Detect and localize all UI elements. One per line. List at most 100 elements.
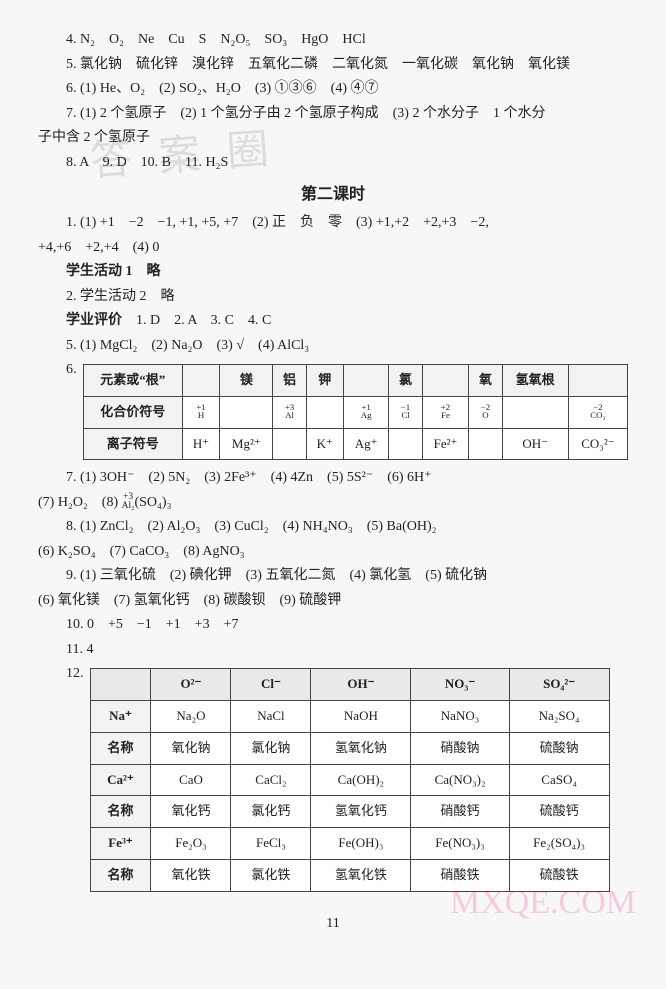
tbl6-h4: 钾	[306, 365, 343, 397]
cell: −1Cl	[389, 396, 422, 428]
s2-q1-a: 1. (1) +1 −2 −1, +1, +5, +7 (2) 正 负 零 (3…	[38, 211, 628, 236]
cell: 氧化钙	[151, 796, 231, 828]
tbl6-r1-label: 化合价符号	[83, 396, 182, 428]
q12-label: 12.	[38, 662, 84, 687]
cell: OH⁻	[502, 428, 568, 460]
cell: NaNO₃	[411, 701, 509, 733]
tbl6-h6: 氯	[389, 365, 422, 397]
q8-line-b: (6) K₂SO₄ (7) CaCO₃ (8) AgNO₃	[38, 540, 628, 565]
q8-line-a: 8. (1) ZnCl₂ (2) Al₂O₃ (3) CuCl₂ (4) NH₄…	[38, 515, 628, 540]
q9-line-b: (6) 氧化镁 (7) 氢氧化钙 (8) 碳酸钡 (9) 硫酸钾	[38, 589, 628, 614]
al-valence: +3Al₂	[122, 493, 135, 510]
cell: NaOH	[311, 701, 411, 733]
tbl12-h2: Cl⁻	[231, 669, 311, 701]
s2-activity1: 学生活动 1 略	[38, 260, 628, 285]
cell: 硫酸钙	[509, 796, 609, 828]
cell: −2O	[469, 396, 502, 428]
cell: Ca(OH)₂	[311, 764, 411, 796]
table-row: Ca²⁺ CaO CaCl₂ Ca(OH)₂ Ca(NO₃)₂ CaSO₄	[90, 764, 609, 796]
row-head: Ca²⁺	[90, 764, 151, 796]
cell: CaSO₄	[509, 764, 609, 796]
q11-line: 11. 4	[38, 638, 628, 663]
section-2-title: 第二课时	[38, 181, 628, 209]
s2-eval: 学业评价 1. D 2. A 3. C 4. C	[38, 309, 628, 334]
table-row: 离子符号 H⁺ Mg²⁺ K⁺ Ag⁺ Fe²⁺ OH⁻ CO₃²⁻	[83, 428, 628, 460]
cell: +2Fe	[422, 396, 469, 428]
cell: 氢氧化钙	[311, 796, 411, 828]
cell	[389, 428, 422, 460]
tbl6-r2-label: 离子符号	[83, 428, 182, 460]
table-q6: 元素或“根” 镁 铝 钾 氯 氧 氢氧根 化合价符号 +1H +3Al +1Ag…	[83, 364, 629, 460]
tbl12-h0	[90, 669, 151, 701]
cell: 氢氧化铁	[311, 859, 411, 891]
cell: 氯化铁	[231, 859, 311, 891]
cell	[306, 396, 343, 428]
table-row: Na⁺ Na₂O NaCl NaOH NaNO₃ Na₂SO₄	[90, 701, 609, 733]
q10-line: 10. 0 +5 −1 +1 +3 +7	[38, 613, 628, 638]
cell: H⁺	[182, 428, 219, 460]
tbl6-h7	[422, 365, 469, 397]
table-row: 化合价符号 +1H +3Al +1Ag −1Cl +2Fe −2O −2CO₃	[83, 396, 628, 428]
cell: CaCl₂	[231, 764, 311, 796]
q6-label: 6.	[38, 358, 77, 383]
tbl6-h3: 铝	[273, 365, 306, 397]
cell: 硝酸铁	[411, 859, 509, 891]
row-head: 名称	[90, 859, 151, 891]
cell: Fe²⁺	[422, 428, 469, 460]
cell: CO₃²⁻	[568, 428, 627, 460]
tbl6-h5	[343, 365, 389, 397]
q4-line: 4. N₂ O₂ Ne Cu S N₂O₅ SO₃ HgO HCl	[38, 28, 628, 53]
q7-line-b: (7) H₂O₂ (8) +3Al₂(SO₄)₃	[38, 491, 628, 516]
table-row: Fe³⁺ Fe₂O₃ FeCl₃ Fe(OH)₃ Fe(NO₃)₃ Fe₂(SO…	[90, 828, 609, 860]
cell: Na₂SO₄	[509, 701, 609, 733]
cell: Ag⁺	[343, 428, 389, 460]
cell: Mg²⁺	[220, 428, 273, 460]
q8-line: 8. A 9. D 10. B 11. H₂S	[38, 151, 628, 176]
tbl12-h5: SO₄²⁻	[509, 669, 609, 701]
table-row: 名称 氧化钙 氯化钙 氢氧化钙 硝酸钙 硫酸钙	[90, 796, 609, 828]
cell: Fe₂(SO₄)₃	[509, 828, 609, 860]
cell: +1Ag	[343, 396, 389, 428]
tbl6-h1	[182, 365, 219, 397]
cell: 氯化钙	[231, 796, 311, 828]
tbl6-h10	[568, 365, 627, 397]
row-head: 名称	[90, 732, 151, 764]
table-row: 名称 氧化钠 氯化钠 氢氧化钠 硝酸钠 硫酸钠	[90, 732, 609, 764]
cell	[502, 396, 568, 428]
cell: Fe₂O₃	[151, 828, 231, 860]
q7-line-b: 子中含 2 个氢原子	[38, 126, 628, 151]
row-head: Fe³⁺	[90, 828, 151, 860]
tbl6-h9: 氢氧根	[502, 365, 568, 397]
cell: Na₂O	[151, 701, 231, 733]
cell	[469, 428, 502, 460]
row-head: Na⁺	[90, 701, 151, 733]
table-row: 名称 氧化铁 氯化铁 氢氧化铁 硝酸铁 硫酸铁	[90, 859, 609, 891]
q7-line-a: 7. (1) 2 个氢原子 (2) 1 个氢分子由 2 个氢原子构成 (3) 2…	[38, 102, 628, 127]
cell: 硝酸钙	[411, 796, 509, 828]
q7-line-a: 7. (1) 3OH⁻ (2) 5N₂ (3) 2Fe³⁺ (4) 4Zn (5…	[38, 466, 628, 491]
cell: 氢氧化钠	[311, 732, 411, 764]
page-number: 11	[38, 912, 628, 937]
cell: 氧化钠	[151, 732, 231, 764]
cell: −2CO₃	[568, 396, 627, 428]
cell: 硝酸钠	[411, 732, 509, 764]
s2-q2: 2. 学生活动 2 略	[38, 285, 628, 310]
row-head: 名称	[90, 796, 151, 828]
cell: FeCl₃	[231, 828, 311, 860]
table-row: 元素或“根” 镁 铝 钾 氯 氧 氢氧根	[83, 365, 628, 397]
cell: CaO	[151, 764, 231, 796]
cell	[220, 396, 273, 428]
cell	[273, 428, 306, 460]
cell: 硫酸铁	[509, 859, 609, 891]
tbl6-h8: 氧	[469, 365, 502, 397]
tbl12-h1: O²⁻	[151, 669, 231, 701]
cell: 硫酸钠	[509, 732, 609, 764]
cell: Ca(NO₃)₂	[411, 764, 509, 796]
cell: K⁺	[306, 428, 343, 460]
cell: NaCl	[231, 701, 311, 733]
q9-line-a: 9. (1) 三氧化硫 (2) 碘化钾 (3) 五氧化二氮 (4) 氯化氢 (5…	[38, 564, 628, 589]
q5-line: 5. 氯化钠 硫化锌 溴化锌 五氧化二磷 二氧化氮 一氧化碳 氧化钠 氧化镁	[38, 53, 628, 78]
tbl12-h3: OH⁻	[311, 669, 411, 701]
table-row: O²⁻ Cl⁻ OH⁻ NO₃⁻ SO₄²⁻	[90, 669, 609, 701]
cell: 氧化铁	[151, 859, 231, 891]
